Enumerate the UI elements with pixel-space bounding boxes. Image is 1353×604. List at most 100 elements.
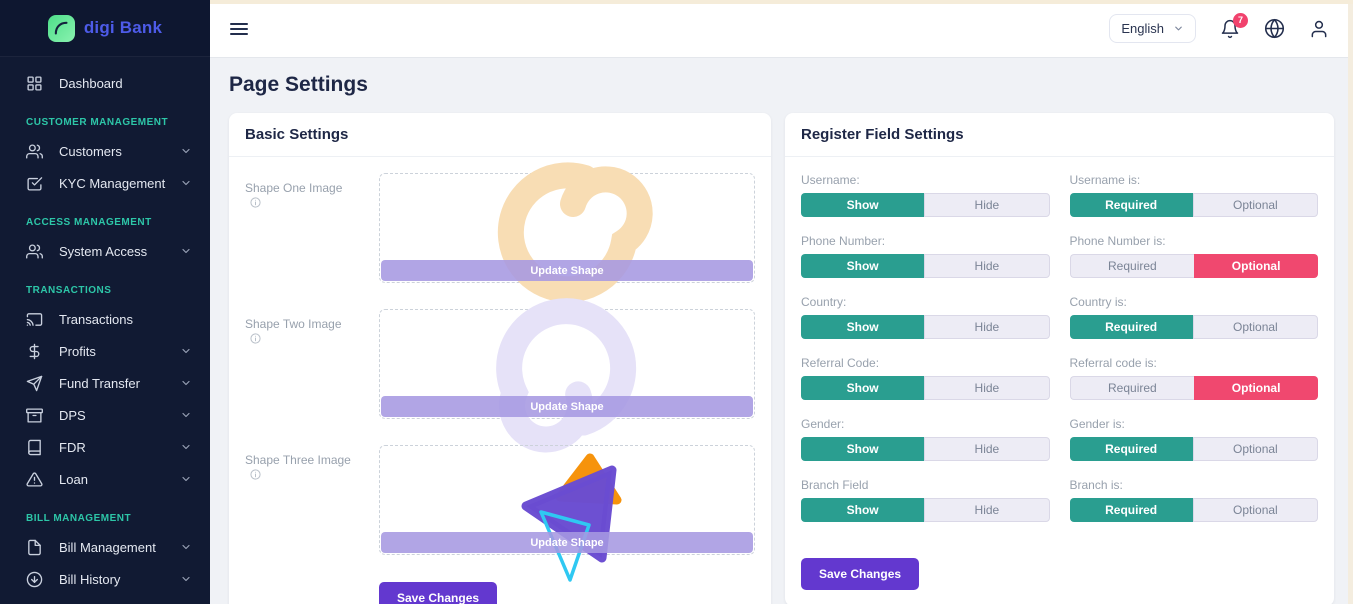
dollar-icon [26, 343, 43, 360]
hamburger-menu-icon[interactable] [230, 20, 248, 38]
toggle-option-required[interactable]: Required [1069, 315, 1193, 339]
sidebar: digi Bank Dashboard CUSTOMER MANAGEMENT Cu… [0, 0, 210, 604]
toggle-option-optional[interactable]: Optional [1194, 376, 1318, 400]
sidebar-item-kyc-management[interactable]: KYC Management [0, 167, 210, 199]
info-icon [250, 333, 261, 344]
toggle-option-optional[interactable]: Optional [1192, 498, 1318, 522]
sidebar-item-label: Bill Management [59, 539, 156, 555]
register-field-block: Branch Field Show Hide [801, 478, 1050, 522]
shape-label: Shape One Image [245, 173, 379, 283]
shape-upload-row: Shape Two Image Update Shape [245, 298, 755, 453]
brand-name: digi Bank [83, 18, 163, 37]
notification-count-badge: 7 [1233, 12, 1248, 28]
sidebar-item-dashboard[interactable]: Dashboard [0, 67, 210, 99]
toggle-group: Show Hide [801, 254, 1050, 278]
field-label: Gender: [801, 417, 845, 431]
toggle-group: Required Optional [1069, 376, 1318, 400]
toggle-option-optional[interactable]: Optional [1192, 315, 1318, 339]
chevron-down-icon [180, 541, 192, 553]
toggle-option-optional[interactable]: Optional [1192, 437, 1318, 461]
toggle-option-hide[interactable]: Hide [924, 498, 1050, 522]
archive-icon [26, 407, 43, 424]
profile-button[interactable] [1309, 19, 1329, 39]
register-field-block: Username is: Required Optional [1069, 173, 1318, 217]
update-shape-button[interactable]: Update Shape [381, 260, 753, 281]
toggle-option-hide[interactable]: Hide [924, 376, 1050, 400]
chevron-down-icon [180, 177, 192, 189]
sidebar-item-label: Loan [59, 471, 88, 487]
toggle-option-hide[interactable]: Hide [924, 315, 1050, 339]
shape-label: Shape Three Image [245, 445, 379, 555]
sidebar-item-fdr[interactable]: FDR [0, 431, 210, 463]
toggle-option-required[interactable]: Required [1069, 254, 1195, 278]
toggle-group: Required Optional [1069, 315, 1318, 339]
toggle-option-optional[interactable]: Optional [1194, 254, 1318, 278]
users-icon [26, 143, 43, 160]
toggle-option-optional[interactable]: Optional [1192, 193, 1318, 217]
toggle-option-hide[interactable]: Hide [924, 437, 1050, 461]
sidebar-item-customers[interactable]: Customers [0, 135, 210, 167]
toggle-option-hide[interactable]: Hide [924, 254, 1050, 278]
sidebar-section-header: BILL MANAGEMENT [26, 513, 132, 524]
register-field-block: Phone Number is: Required Optional [1069, 234, 1318, 278]
update-shape-button[interactable]: Update Shape [381, 532, 753, 553]
sidebar-item-system-access[interactable]: System Access [0, 235, 210, 267]
shape-upload-dropzone[interactable]: Update Shape [379, 162, 755, 303]
toggle-option-show[interactable]: Show [801, 376, 925, 400]
register-field-block: Username: Show Hide [801, 173, 1050, 217]
toggle-option-hide[interactable]: Hide [924, 193, 1050, 217]
shape-upload-dropzone[interactable]: Update Shape [379, 445, 755, 582]
shape-upload-row: Shape Three Image Update Shape [245, 445, 755, 582]
sidebar-item-loan[interactable]: Loan [0, 463, 210, 495]
bell-icon [1220, 19, 1240, 39]
vertical-scrollbar[interactable] [1348, 0, 1353, 604]
toggle-option-required[interactable]: Required [1069, 437, 1193, 461]
check-square-icon [26, 175, 43, 192]
sidebar-item-bill-history[interactable]: Bill History [0, 563, 210, 595]
register-field-block: Referral code is: Required Optional [1069, 356, 1318, 400]
dashboard-icon [26, 75, 43, 92]
globe-icon [1264, 18, 1285, 39]
chevron-down-icon [180, 245, 192, 257]
toggle-group: Show Hide [801, 193, 1050, 217]
language-select[interactable]: English [1109, 14, 1196, 43]
globe-button[interactable] [1264, 18, 1285, 39]
arrow-down-circle-icon [26, 571, 43, 588]
chevron-down-icon [180, 573, 192, 585]
toggle-option-show[interactable]: Show [801, 193, 925, 217]
alert-triangle-icon [26, 471, 43, 488]
field-label: Referral code is: [1069, 356, 1157, 370]
notifications-button[interactable]: 7 [1220, 12, 1248, 39]
sidebar-section-header: ACCESS MANAGEMENT [26, 217, 152, 228]
user-icon [1309, 19, 1329, 39]
chevron-down-icon [180, 145, 192, 157]
register-field-block: Gender is: Required Optional [1069, 417, 1318, 461]
toggle-option-required[interactable]: Required [1069, 193, 1193, 217]
sidebar-item-transactions[interactable]: Transactions [0, 303, 210, 335]
brand-logo-icon [47, 14, 75, 42]
toggle-group: Show Hide [801, 315, 1050, 339]
register-settings-save-button[interactable]: Save Changes [801, 558, 920, 590]
sidebar-item-label: Dashboard [59, 75, 123, 91]
shape-upload-dropzone[interactable]: Update Shape [379, 298, 755, 453]
sidebar-item-fund-transfer[interactable]: Fund Transfer [0, 367, 210, 399]
toggle-option-show[interactable]: Show [801, 254, 925, 278]
basic-settings-save-button[interactable]: Save Changes [379, 582, 498, 604]
horizontal-scrollbar[interactable] [210, 0, 1353, 4]
toggle-group: Required Optional [1069, 254, 1318, 278]
sidebar-item-label: System Access [59, 243, 148, 259]
brand-logo[interactable]: digi Bank [0, 0, 210, 57]
sidebar-item-dps[interactable]: DPS [0, 399, 210, 431]
sidebar-item-bill-management[interactable]: Bill Management [0, 531, 210, 563]
toggle-option-show[interactable]: Show [801, 498, 925, 522]
toggle-group: Show Hide [801, 498, 1050, 522]
toggle-group: Show Hide [801, 376, 1050, 400]
sidebar-item-profits[interactable]: Profits [0, 335, 210, 367]
field-label: Branch Field [801, 478, 869, 492]
update-shape-button[interactable]: Update Shape [381, 396, 753, 417]
register-field-settings-card: Register Field Settings Username: Show Hid… [785, 113, 1334, 604]
toggle-option-show[interactable]: Show [801, 315, 925, 339]
toggle-option-required[interactable]: Required [1069, 498, 1193, 522]
toggle-option-required[interactable]: Required [1069, 376, 1195, 400]
toggle-option-show[interactable]: Show [801, 437, 925, 461]
